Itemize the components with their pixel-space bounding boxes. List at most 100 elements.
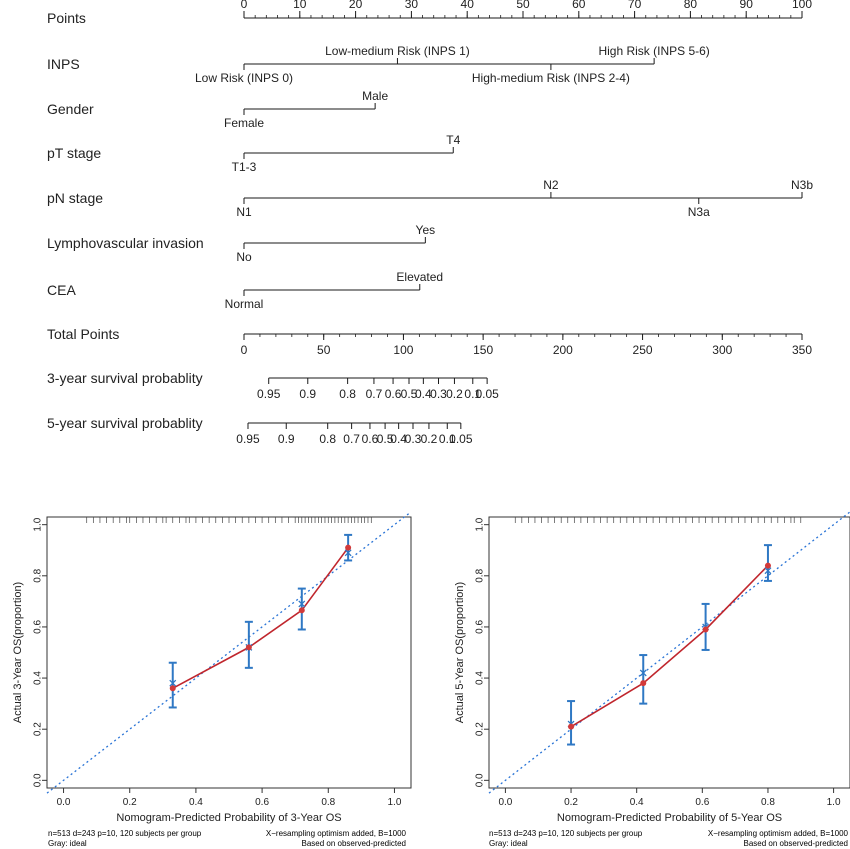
cea-level-label: Normal <box>225 297 264 311</box>
total-points-tick-label: 0 <box>241 343 248 357</box>
survival-tick-label: 0.2 <box>446 387 463 401</box>
observed-point <box>702 626 709 633</box>
points-tick-label: 80 <box>684 0 698 11</box>
survival-tick-label: 0.1 <box>439 432 456 446</box>
survival-tick-label: 0.1 <box>464 387 481 401</box>
points-tick-label: 10 <box>293 0 307 11</box>
observed-point <box>568 723 575 730</box>
x-axis-title: Nomogram-Predicted Probability of 3-Year… <box>116 812 341 824</box>
points-tick-label: 100 <box>792 0 812 11</box>
survival-tick-label: 0.7 <box>343 432 360 446</box>
x-tick-label: 0.2 <box>564 797 578 808</box>
survival-tick-label: 0.9 <box>299 387 316 401</box>
total-points-tick-label: 300 <box>712 343 732 357</box>
row-label-pt-stage: pT stage <box>47 145 101 161</box>
points-tick-label: 40 <box>461 0 475 11</box>
pt-stage-level-label: T1-3 <box>232 160 257 174</box>
survival-tick-label: 0.95 <box>236 432 260 446</box>
row-label-3-year-survival-probablity: 3-year survival probablity <box>47 370 203 386</box>
points-tick-label: 30 <box>405 0 419 11</box>
total-points-tick-label: 50 <box>317 343 331 357</box>
observed-point <box>345 544 352 551</box>
x-tick-label: 1.0 <box>827 797 841 808</box>
x-tick-label: 0.0 <box>57 797 71 808</box>
observed-point <box>245 644 252 651</box>
row-label-inps: INPS <box>47 56 80 72</box>
observed-point <box>169 685 176 692</box>
pn-stage-level-label: N3b <box>791 178 813 192</box>
points-tick-label: 20 <box>349 0 363 11</box>
row-label-lymphovascular-invasion: Lymphovascular invasion <box>47 235 204 251</box>
survival-tick-label: 0.8 <box>319 432 336 446</box>
total-points-tick-label: 100 <box>393 343 413 357</box>
row-label-points: Points <box>47 10 86 26</box>
survival-tick-label: 0.5 <box>401 387 418 401</box>
y-tick-label: 0.2 <box>475 722 486 736</box>
row-label-total-points: Total Points <box>47 326 119 342</box>
footer-ideal-note: Gray: ideal <box>489 839 528 848</box>
row-label-cea: CEA <box>47 282 76 298</box>
footer-resampling-note: X−resampling optimism added, B=1000 <box>266 829 407 838</box>
x-tick-label: 0.8 <box>761 797 775 808</box>
y-tick-label: 0.4 <box>475 671 486 685</box>
x-tick-label: 0.0 <box>498 797 512 808</box>
footer-sample-info: n=513 d=243 p=10, 120 subjects per group <box>48 829 202 838</box>
total-points-tick-label: 150 <box>473 343 493 357</box>
points-tick-label: 50 <box>516 0 530 11</box>
points-tick-label: 90 <box>740 0 754 11</box>
cea-level-label: Elevated <box>396 270 443 284</box>
x-tick-label: 0.4 <box>189 797 203 808</box>
footer-resampling-note: X−resampling optimism added, B=1000 <box>708 829 849 838</box>
y-tick-label: 0.8 <box>33 568 44 582</box>
gender-level-label: Male <box>362 89 388 103</box>
observed-point <box>640 680 647 687</box>
observed-point <box>298 607 305 614</box>
total-points-tick-label: 200 <box>553 343 573 357</box>
survival-tick-label: 0.3 <box>430 387 447 401</box>
survival-tick-label: 0.5 <box>377 432 394 446</box>
bias-corrected-marker <box>298 600 306 608</box>
survival-tick-label: 0.9 <box>278 432 295 446</box>
calibration-footer-5-year: n=513 d=243 p=10, 120 subjects per group… <box>489 829 849 848</box>
bias-corrected-marker <box>639 669 647 677</box>
survival-tick-label: 0.4 <box>390 432 407 446</box>
y-axis-title: Actual 5-Year OS(proportion) <box>454 582 466 723</box>
y-tick-label: 0.0 <box>33 773 44 787</box>
survival-tick-label: 0.8 <box>339 387 356 401</box>
gender-level-label: Female <box>224 116 264 130</box>
bias-corrected-marker <box>344 549 352 557</box>
inps-level-label: High Risk (INPS 5-6) <box>598 44 709 58</box>
x-tick-label: 0.2 <box>123 797 137 808</box>
footer-sample-info: n=513 d=243 p=10, 120 subjects per group <box>489 829 643 838</box>
pn-stage-level-label: N2 <box>543 178 559 192</box>
row-label-gender: Gender <box>47 101 94 117</box>
inps-level-label: Low Risk (INPS 0) <box>195 71 293 85</box>
nomogram: Points INPS Gender pT stage pN stage Lymphova… <box>47 0 813 446</box>
ideal-line <box>46 511 412 794</box>
survival-tick-label: 0.7 <box>366 387 383 401</box>
x-tick-label: 1.0 <box>388 797 402 808</box>
bias-corrected-marker <box>169 679 177 687</box>
survival-tick-label: 0.95 <box>257 387 281 401</box>
observed-line <box>172 547 349 689</box>
pn-stage-level-label: N1 <box>236 205 252 219</box>
lymphovascular-invasion-level-label: No <box>236 250 252 264</box>
inps-level-label: High-medium Risk (INPS 2-4) <box>472 71 630 85</box>
x-tick-label: 0.6 <box>695 797 709 808</box>
total-points-tick-label: 350 <box>792 343 812 357</box>
points-tick-label: 0 <box>241 0 248 11</box>
y-tick-label: 0.6 <box>33 620 44 634</box>
inps-level-label: Low-medium Risk (INPS 1) <box>325 44 470 58</box>
observed-point <box>764 562 771 569</box>
ideal-line <box>488 511 850 794</box>
survival-tick-label: 0.05 <box>449 432 473 446</box>
bias-corrected-marker <box>764 567 772 575</box>
row-label-5-year-survival-probablity: 5-year survival probablity <box>47 415 203 431</box>
calibration-plot-5-year: 0.0 0.2 0.4 0.6 0.8 1.0 0.0 0.2 0.4 0.6 0.8 1.0 Nomo… <box>454 511 850 824</box>
footer-ideal-note: Gray: ideal <box>48 839 87 848</box>
y-tick-label: 0.4 <box>33 671 44 685</box>
survival-tick-label: 0.6 <box>385 387 402 401</box>
footer-basis-note: Based on observed-predicted <box>743 839 848 848</box>
lymphovascular-invasion-level-label: Yes <box>416 223 436 237</box>
